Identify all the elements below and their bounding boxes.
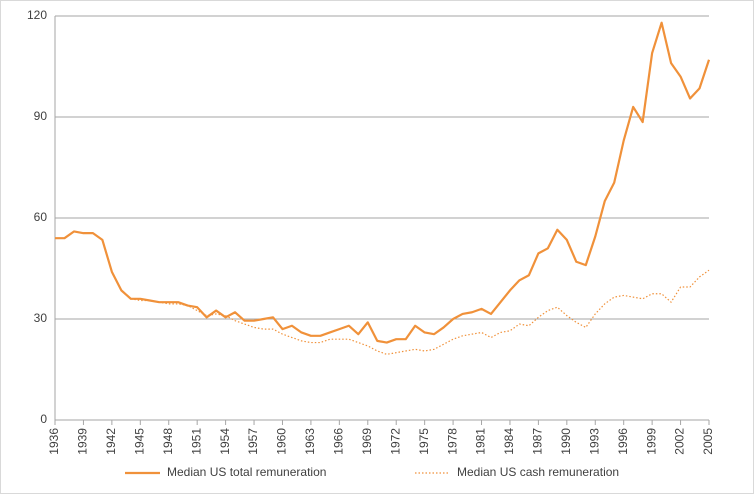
legend-label: Median US cash remuneration: [457, 465, 619, 479]
series-line: [55, 21, 711, 344]
x-tick-label: 1951: [189, 428, 203, 455]
x-tick-label: 1954: [218, 428, 232, 455]
series-line: [130, 269, 710, 355]
x-tick-label: 1996: [616, 428, 630, 455]
x-tick-label: 1942: [104, 428, 118, 455]
x-tick-label: 1993: [587, 428, 601, 455]
y-tick-label: 30: [34, 311, 48, 325]
y-tick-label: 60: [34, 210, 48, 224]
x-tick-label: 1972: [388, 428, 402, 455]
x-tick-label: 1963: [303, 428, 317, 455]
x-tick-label: 1957: [246, 428, 260, 455]
x-tick-label: 1981: [474, 428, 488, 455]
x-tick-label: 1987: [531, 428, 545, 455]
x-tick-label: 1969: [360, 428, 374, 455]
x-tick-label: 1960: [275, 428, 289, 455]
legend-label: Median US total remuneration: [167, 465, 326, 479]
x-tick-label: 2005: [701, 428, 715, 455]
x-tick-label: 1978: [445, 428, 459, 455]
x-tick-label: 1939: [76, 428, 90, 455]
x-tick-label: 1990: [559, 428, 573, 455]
y-tick-label: 0: [40, 412, 47, 426]
x-tick-label: 1966: [332, 428, 346, 455]
y-tick-label: 120: [27, 8, 47, 22]
x-tick-label: 2002: [673, 428, 687, 455]
x-tick-label: 1975: [417, 428, 431, 455]
x-tick-label: 1936: [47, 428, 61, 455]
x-tick-label: 1945: [132, 428, 146, 455]
y-tick-label: 90: [34, 109, 48, 123]
x-tick-label: 1948: [161, 428, 175, 455]
x-tick-label: 1999: [644, 428, 658, 455]
x-tick-label: 1984: [502, 428, 516, 455]
